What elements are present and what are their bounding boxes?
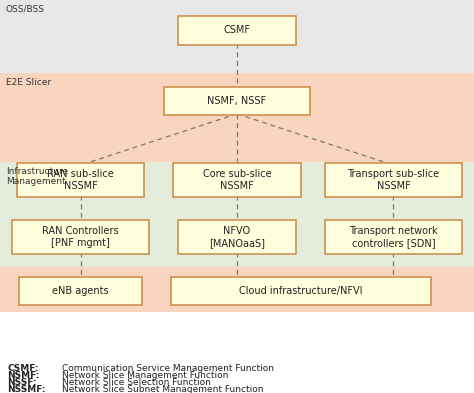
Text: OSS/BSS: OSS/BSS [6,5,45,14]
Bar [0,162,474,267]
Text: Transport sub-slice
NSSMF: Transport sub-slice NSSMF [347,169,439,191]
Text: RAN sub-slice
NSSMF: RAN sub-slice NSSMF [47,169,114,191]
FancyBboxPatch shape [164,87,310,116]
Text: Cloud infrastructure/NFVI: Cloud infrastructure/NFVI [239,286,363,296]
FancyBboxPatch shape [171,277,431,305]
Text: Communication Service Management Function: Communication Service Management Functio… [62,364,273,373]
Text: Network Slice Management Function: Network Slice Management Function [62,371,228,380]
Text: Network Slice Subnet Management Function: Network Slice Subnet Management Function [62,385,263,393]
FancyBboxPatch shape [17,163,144,197]
Text: RAN Controllers
[PNF mgmt]: RAN Controllers [PNF mgmt] [42,226,119,248]
FancyBboxPatch shape [19,277,142,305]
Text: NSMF, NSSF: NSMF, NSSF [208,96,266,106]
FancyBboxPatch shape [173,163,301,197]
Text: CSMF: CSMF [224,26,250,35]
Text: Network Slice Selection Function: Network Slice Selection Function [62,378,210,387]
FancyBboxPatch shape [325,220,462,254]
Text: NSMF:: NSMF: [7,371,39,380]
FancyBboxPatch shape [178,220,296,254]
Bar [0,0,474,73]
Text: CSMF:: CSMF: [7,364,38,373]
Text: eNB agents: eNB agents [52,286,109,296]
Bar [0,267,474,312]
Text: NSSMF:: NSSMF: [7,385,46,393]
Text: Transport network
controllers [SDN]: Transport network controllers [SDN] [349,226,438,248]
Text: NSSF:: NSSF: [7,378,36,387]
FancyBboxPatch shape [12,220,149,254]
Text: NFVO
[MANOaaS]: NFVO [MANOaaS] [209,226,265,248]
FancyBboxPatch shape [325,163,462,197]
Bar [0,73,474,162]
FancyBboxPatch shape [178,16,296,44]
Text: Infrastructure
Management: Infrastructure Management [6,167,68,186]
Text: E2E Slicer: E2E Slicer [6,78,51,87]
Text: Core sub-slice
NSSMF: Core sub-slice NSSMF [203,169,271,191]
